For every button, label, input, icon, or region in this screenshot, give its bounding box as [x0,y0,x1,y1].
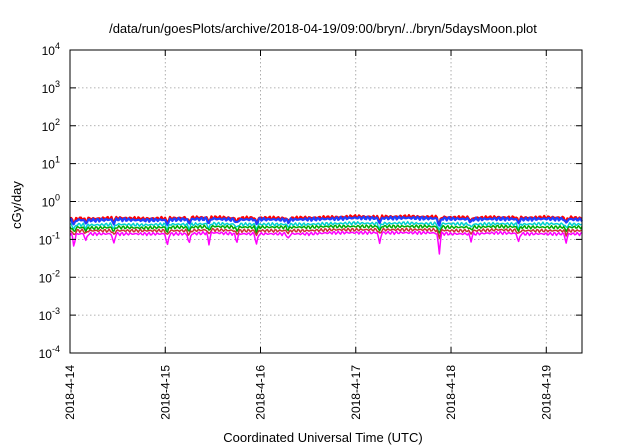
x-axis-label: Coordinated Universal Time (UTC) [223,430,422,445]
x-tick-label: 2018-4-16 [254,365,268,420]
series-line-5 [69,227,583,240]
y-axis-label: cGy/day [9,181,24,229]
series-line-4 [69,224,583,235]
y-tick-base: 10 [42,196,56,210]
y-tick-base: 10 [39,347,53,361]
series-line-2 [69,215,583,227]
y-tick-exponent: 4 [55,41,60,51]
y-tick-base: 10 [42,158,56,172]
y-tick-base: 10 [42,44,56,58]
series-group [69,214,583,255]
y-tick-base: 10 [39,233,53,247]
x-tick-label: 2018-4-15 [158,365,172,420]
y-tick-label: 10-2 [39,268,60,285]
x-tick-label: 2018-4-14 [63,365,77,420]
y-tick-label: 10-3 [39,306,60,323]
y-tick-exponent: -3 [52,306,60,316]
y-tick-exponent: 3 [55,79,60,89]
x-axis: 2018-4-14 2018-4-15 2018-4-16 2018-4-17 2018… [63,50,553,420]
series-line-6 [69,230,583,255]
y-tick-base: 10 [39,271,53,285]
grid [70,50,582,353]
x-tick-label: 2018-4-18 [444,365,458,420]
x-tick-label: 2018-4-17 [349,365,363,420]
y-tick-exponent: 0 [55,193,60,203]
y-tick-label: 10-4 [39,344,60,361]
y-tick-label: 101 [42,155,60,172]
y-tick-exponent: 1 [55,155,60,165]
y-tick-label: 104 [42,41,60,58]
y-tick-exponent: -1 [52,230,60,240]
chart-title: /data/run/goesPlots/archive/2018-04-19/0… [109,21,537,36]
x-tick-label: 2018-4-19 [539,365,553,420]
y-tick-exponent: 2 [55,117,60,127]
y-tick-base: 10 [39,309,53,323]
y-tick-label: 10-1 [39,230,60,247]
y-tick-label: 100 [42,193,60,210]
y-tick-base: 10 [42,82,56,96]
y-tick-label: 103 [42,79,60,96]
y-tick-exponent: -2 [52,268,60,278]
series-line-3 [69,220,583,231]
y-tick-base: 10 [42,120,56,134]
y-tick-exponent: -4 [52,344,60,354]
y-tick-label: 102 [42,117,60,134]
